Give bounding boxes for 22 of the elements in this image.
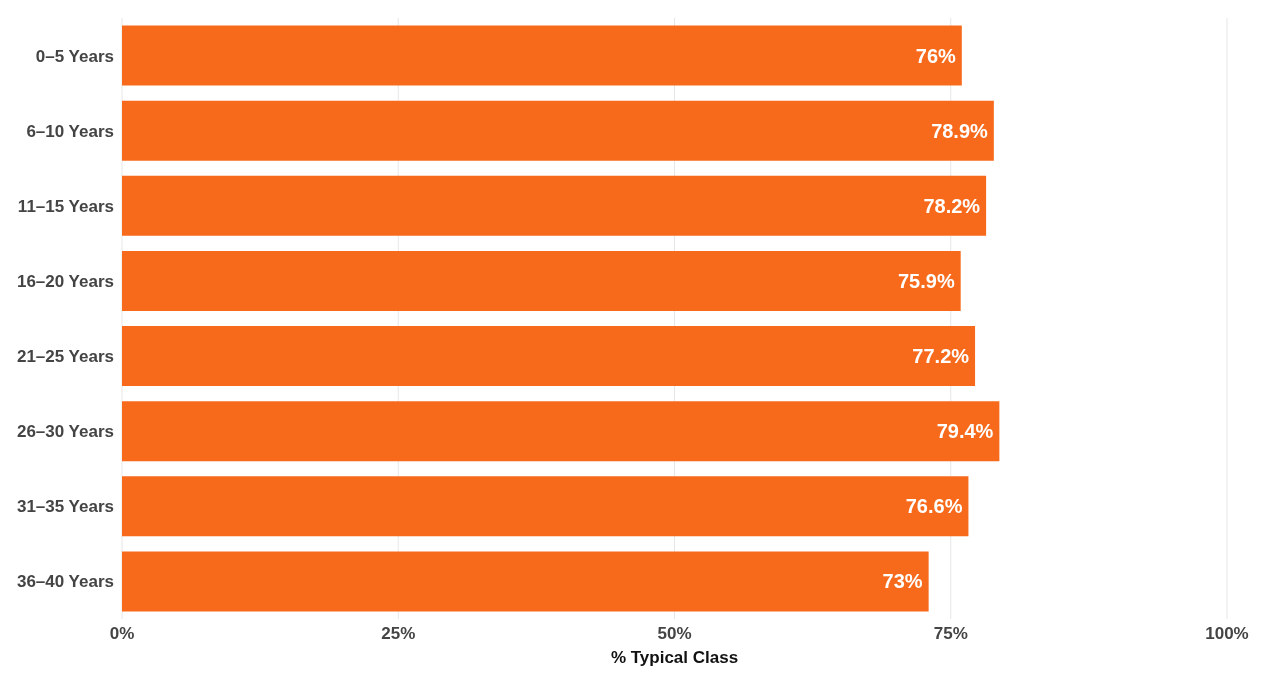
y-tick-label: 0–5 Years — [35, 46, 114, 66]
x-tick-label: 100% — [1205, 624, 1249, 644]
data-label: 75.9% — [897, 269, 955, 292]
y-tick-label: 21–25 Years — [16, 347, 114, 367]
data-label: 79.4% — [936, 420, 994, 443]
y-tick-label: 16–20 Years — [16, 271, 114, 291]
x-tick-label: 75% — [933, 624, 968, 644]
x-tick-label: 50% — [657, 624, 692, 644]
data-label: 78.9% — [931, 119, 989, 142]
y-tick-label: 31–35 Years — [16, 497, 114, 517]
data-label: 73% — [882, 570, 923, 593]
y-tick-label: 6–10 Years — [26, 121, 114, 141]
x-axis-title: % Typical Class — [610, 648, 739, 667]
x-tick-label: 0% — [109, 624, 135, 644]
y-tick-label: 36–40 Years — [16, 572, 114, 592]
data-label: 77.2% — [912, 345, 970, 368]
y-tick-label: 26–30 Years — [16, 422, 114, 442]
data-label: 78.2% — [923, 194, 981, 217]
data-label: 76% — [915, 44, 957, 67]
y-tick-label: 11–15 Years — [17, 196, 114, 216]
data-label: 76.6% — [905, 495, 963, 518]
x-tick-label: 25% — [381, 624, 416, 644]
